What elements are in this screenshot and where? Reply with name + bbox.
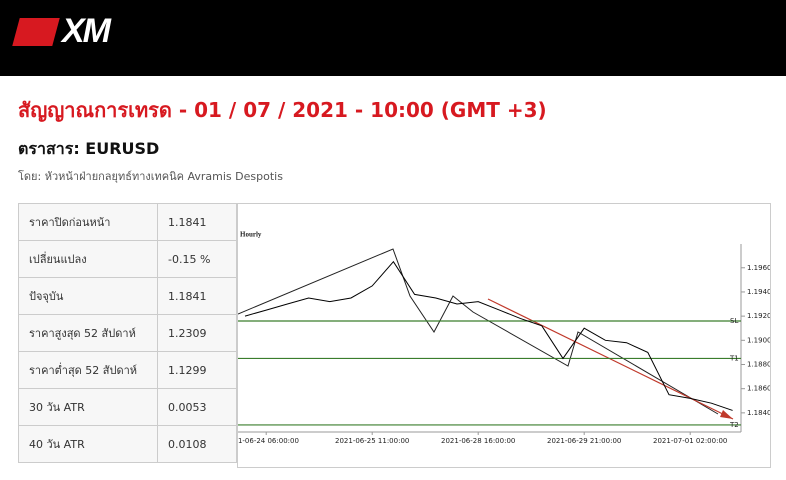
value-cell: 1.1299 <box>157 351 237 389</box>
byline: โดย: หัวหน้าฝ่ายกลยุทธ์ทางเทคนิค Avramis… <box>18 170 283 183</box>
table-row: ราคาต่ำสุด 52 สัปดาห์ 1.1299 <box>18 351 237 389</box>
y-tick-label: 1.1860 <box>747 385 771 393</box>
table-row: 30 วัน ATR 0.0053 <box>18 388 237 426</box>
logo-mark <box>12 18 60 46</box>
value-cell: -0.15 % <box>157 240 237 278</box>
value-cell: 0.0108 <box>157 425 237 463</box>
x-tick-label: 21-06-24 06:00:00 <box>237 437 299 445</box>
price-line <box>244 260 733 411</box>
y-tick-label: 1.1840 <box>747 409 771 417</box>
title: สัญญาณการเทรด - 01 / 07 / 2021 - 10:00 (… <box>18 98 547 122</box>
chart: Hourly 1.1840 1.1860 1.1880 1.1900 1.1920 1.1… <box>237 203 771 468</box>
stats-table: ราคาปิดก่อนหน้า 1.1841 เปลี่ยนแปลง -0.15 % ป… <box>18 203 237 463</box>
level-label: T1 <box>729 354 739 362</box>
x-tick-label: 2021-07-01 02:00:00 <box>653 437 727 445</box>
label-cell: ราคาปิดก่อนหน้า <box>18 203 158 241</box>
x-tick-label: 2021-06-29 21:00:00 <box>547 437 621 445</box>
label-cell: 40 วัน ATR <box>18 425 158 463</box>
y-tick-label: 1.1920 <box>747 312 771 320</box>
label-cell: ราคาต่ำสุด 52 สัปดาห์ <box>18 351 158 389</box>
header: XM <box>0 0 786 76</box>
instrument: ตราสาร: EURUSD <box>18 139 160 158</box>
value-cell: 1.1841 <box>157 277 237 315</box>
x-tick-label: 2021-06-25 11:00:00 <box>335 437 409 445</box>
value-cell: 0.0053 <box>157 388 237 426</box>
label-cell: ปัจจุบัน <box>18 277 158 315</box>
value-cell: 1.1841 <box>157 203 237 241</box>
y-tick-label: 1.1880 <box>747 360 771 368</box>
x-tick-label: 2021-06-28 16:00:00 <box>441 437 515 445</box>
y-tick-label: 1.1940 <box>747 288 771 296</box>
table-row: 40 วัน ATR 0.0108 <box>18 425 237 463</box>
table-row: ปัจจุบัน 1.1841 <box>18 277 237 315</box>
level-label: SL <box>730 317 738 325</box>
y-tick-label: 1.1960 <box>747 264 771 272</box>
label-cell: 30 วัน ATR <box>18 388 158 426</box>
label-cell: เปลี่ยนแปลง <box>18 240 158 278</box>
logo[interactable]: XM <box>62 12 111 50</box>
label-cell: ราคาสูงสุด 52 สัปดาห์ <box>18 314 158 352</box>
table-row: ราคาปิดก่อนหน้า 1.1841 <box>18 203 237 241</box>
zigzag <box>238 248 719 415</box>
y-tick-label: 1.1900 <box>747 336 771 344</box>
arrow-head <box>720 410 733 419</box>
level-label: T2 <box>729 421 739 429</box>
table-row: ราคาสูงสุด 52 สัปดาห์ 1.2309 <box>18 314 237 352</box>
chart-title: Hourly <box>240 231 262 239</box>
value-cell: 1.2309 <box>157 314 237 352</box>
table-row: เปลี่ยนแปลง -0.15 % <box>18 240 237 278</box>
